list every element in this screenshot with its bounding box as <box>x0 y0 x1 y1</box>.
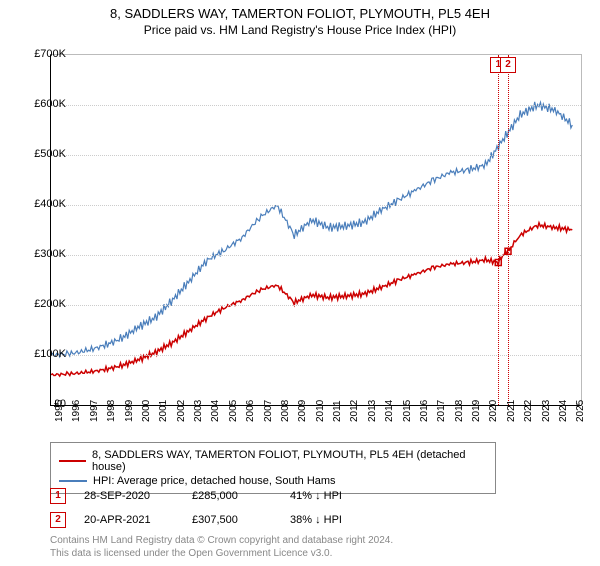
x-axis-label: 2017 <box>436 400 447 422</box>
sale-stat-2: 38% ↓ HPI <box>290 514 342 526</box>
x-axis-label: 2014 <box>384 400 395 422</box>
chart-title: 8, SADDLERS WAY, TAMERTON FOLIOT, PLYMOU… <box>0 6 600 21</box>
x-axis-label: 2002 <box>176 400 187 422</box>
y-axis-label: £700K <box>20 48 66 60</box>
x-axis-label: 2003 <box>193 400 204 422</box>
x-axis-label: 2019 <box>471 400 482 422</box>
footer-attribution: Contains HM Land Registry data © Crown c… <box>50 534 393 560</box>
gridline <box>51 205 581 206</box>
chart-sale-marker: 2 <box>500 57 516 73</box>
x-axis-label: 2009 <box>297 400 308 422</box>
x-axis-label: 2008 <box>280 400 291 422</box>
y-axis-label: £600K <box>20 98 66 110</box>
y-axis-label: £100K <box>20 348 66 360</box>
sale-vline <box>508 55 509 405</box>
x-axis-label: 1997 <box>89 400 100 422</box>
footer-line-2: This data is licensed under the Open Gov… <box>50 547 393 560</box>
sale-row-2: 2 20-APR-2021 £307,500 38% ↓ HPI <box>50 512 342 528</box>
x-axis-label: 1995 <box>54 400 65 422</box>
x-axis-label: 2000 <box>141 400 152 422</box>
sale-vline <box>498 55 499 405</box>
x-axis-label: 2022 <box>523 400 534 422</box>
sale-price-1: £285,000 <box>192 490 272 502</box>
y-axis-label: £500K <box>20 148 66 160</box>
x-axis-label: 2005 <box>228 400 239 422</box>
x-axis-label: 2011 <box>332 400 343 422</box>
gridline <box>51 155 581 156</box>
y-axis-label: £200K <box>20 298 66 310</box>
x-axis-label: 2006 <box>245 400 256 422</box>
gridline <box>51 105 581 106</box>
legend-swatch-2 <box>59 480 87 482</box>
x-axis-label: 2004 <box>210 400 221 422</box>
x-axis-label: 2010 <box>315 400 326 422</box>
legend-label-1: 8, SADDLERS WAY, TAMERTON FOLIOT, PLYMOU… <box>92 449 487 473</box>
y-axis-label: £300K <box>20 248 66 260</box>
x-axis-label: 2018 <box>454 400 465 422</box>
sale-marker-2: 2 <box>50 512 66 528</box>
sale-price-2: £307,500 <box>192 514 272 526</box>
legend-label-2: HPI: Average price, detached house, Sout… <box>93 475 336 487</box>
gridline <box>51 355 581 356</box>
x-axis-label: 2016 <box>419 400 430 422</box>
x-axis-label: 2025 <box>575 400 586 422</box>
x-axis-label: 2021 <box>506 400 517 422</box>
x-axis-label: 1998 <box>106 400 117 422</box>
legend-box: 8, SADDLERS WAY, TAMERTON FOLIOT, PLYMOU… <box>50 442 496 494</box>
y-axis-label: £400K <box>20 198 66 210</box>
line-series-svg <box>51 55 581 405</box>
footer-line-1: Contains HM Land Registry data © Crown c… <box>50 534 393 547</box>
legend-row-1: 8, SADDLERS WAY, TAMERTON FOLIOT, PLYMOU… <box>59 449 487 473</box>
sale-stat-1: 41% ↓ HPI <box>290 490 342 502</box>
x-axis-label: 2012 <box>349 400 360 422</box>
legend-row-2: HPI: Average price, detached house, Sout… <box>59 475 487 487</box>
sale-date-2: 20-APR-2021 <box>84 514 174 526</box>
x-axis-label: 2024 <box>558 400 569 422</box>
x-axis-label: 1996 <box>71 400 82 422</box>
x-axis-label: 2007 <box>263 400 274 422</box>
x-axis-label: 2023 <box>541 400 552 422</box>
x-axis-label: 2020 <box>488 400 499 422</box>
series-hpi <box>51 102 572 357</box>
x-axis-label: 2015 <box>402 400 413 422</box>
x-axis-label: 2013 <box>367 400 378 422</box>
gridline <box>51 255 581 256</box>
x-axis-label: 2001 <box>158 400 169 422</box>
sale-row-1: 1 28-SEP-2020 £285,000 41% ↓ HPI <box>50 488 342 504</box>
sale-date-1: 28-SEP-2020 <box>84 490 174 502</box>
chart-subtitle: Price paid vs. HM Land Registry's House … <box>0 23 600 37</box>
gridline <box>51 305 581 306</box>
x-axis-label: 1999 <box>124 400 135 422</box>
sale-marker-1: 1 <box>50 488 66 504</box>
legend-swatch-1 <box>59 460 86 462</box>
chart-plot-area: 12 <box>50 54 582 406</box>
series-property_price <box>51 223 572 376</box>
